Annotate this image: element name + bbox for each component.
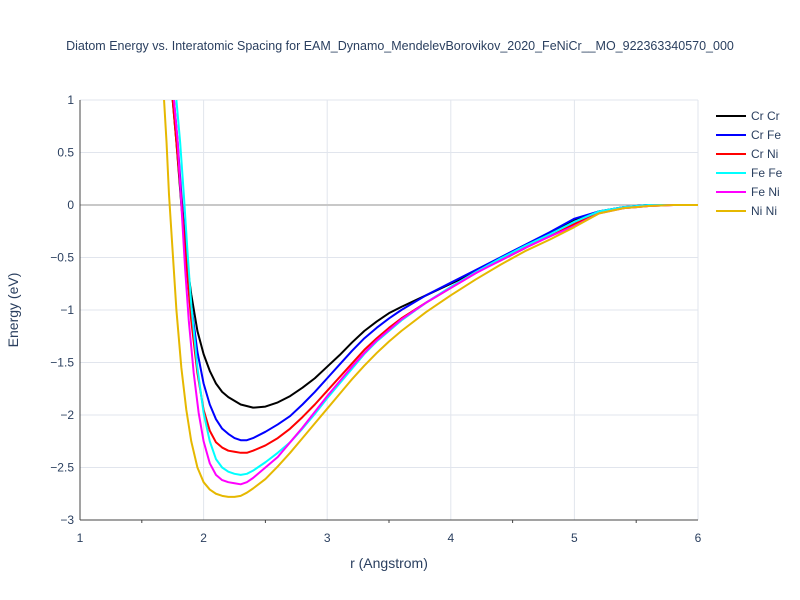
plot-series [163, 100, 698, 498]
y-tick-label: −2.5 [50, 461, 74, 475]
y-tick-label: −2 [60, 408, 74, 422]
series-line-ni-ni [163, 100, 698, 498]
legend[interactable]: Cr Cr Cr Fe Cr Ni Fe Fe Fe Ni Ni Ni [716, 109, 783, 218]
y-tick-label: −1.5 [50, 356, 74, 370]
y-tick-labels: 1 0.5 0 −0.5 −1 −1.5 −2 −2.5 −3 [50, 93, 74, 527]
legend-label: Fe Fe [751, 166, 783, 180]
legend-item-cr-ni[interactable]: Cr Ni [716, 147, 778, 161]
y-tick-label: −1 [60, 303, 74, 317]
y-tick-label: 1 [67, 93, 74, 107]
y-tick-label: 0.5 [57, 146, 74, 160]
x-axis-label: r (Angstrom) [350, 555, 428, 571]
legend-label: Cr Fe [751, 128, 781, 142]
axes [79, 100, 698, 523]
series-line-fe-ni [172, 100, 698, 486]
x-tick-label: 5 [571, 531, 578, 545]
legend-item-cr-cr[interactable]: Cr Cr [716, 109, 780, 123]
legend-label: Fe Ni [751, 185, 780, 199]
x-tick-labels: 1 2 3 4 5 6 [77, 531, 702, 545]
legend-item-ni-ni[interactable]: Ni Ni [716, 204, 777, 218]
legend-item-fe-fe[interactable]: Fe Fe [716, 166, 783, 180]
series-line-cr-fe [172, 100, 698, 442]
legend-label: Ni Ni [751, 204, 777, 218]
x-tick-label: 6 [695, 531, 702, 545]
legend-label: Cr Cr [751, 109, 780, 123]
grid [80, 99, 699, 520]
legend-label: Cr Ni [751, 147, 778, 161]
y-tick-label: −0.5 [50, 251, 74, 265]
legend-item-cr-fe[interactable]: Cr Fe [716, 128, 781, 142]
chart-title: Diatom Energy vs. Interatomic Spacing fo… [66, 39, 734, 53]
y-tick-label: −3 [60, 513, 74, 527]
y-tick-label: 0 [67, 198, 74, 212]
x-tick-label: 4 [447, 531, 454, 545]
series-line-fe-fe [175, 100, 698, 476]
x-tick-label: 3 [324, 531, 331, 545]
x-tick-label: 1 [77, 531, 84, 545]
x-tick-label: 2 [200, 531, 207, 545]
y-axis-label: Energy (eV) [5, 273, 21, 348]
legend-item-fe-ni[interactable]: Fe Ni [716, 185, 780, 199]
